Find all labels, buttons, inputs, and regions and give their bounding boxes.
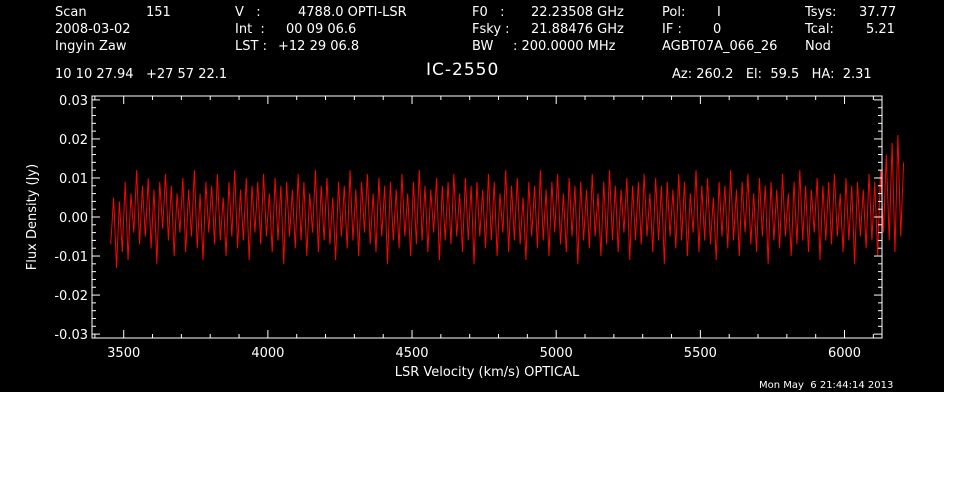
header-bw-label: BW xyxy=(472,39,494,54)
x-tick-label: 4500 xyxy=(395,346,428,361)
header-if-value: 0 xyxy=(713,22,722,37)
y-tick-label: -0.02 xyxy=(54,289,88,304)
header-tsys-label: Tsys: xyxy=(805,5,837,20)
header-if-label: IF : xyxy=(662,22,682,37)
x-axis-label: LSR Velocity (km/s) OPTICAL xyxy=(395,365,580,380)
header-fsky-value: 21.88476 GHz xyxy=(531,22,624,37)
y-axis-label: Flux Density (Jy) xyxy=(25,164,40,270)
header-pol-label: Pol: xyxy=(662,5,686,20)
header-bw-value: : 200.0000 MHz xyxy=(513,39,616,54)
header-int-value: 00 09 06.6 xyxy=(286,22,357,37)
y-tick-label: 0.03 xyxy=(59,94,88,109)
spectrum-series-line xyxy=(110,135,905,268)
y-tick-label: 0.02 xyxy=(59,133,88,148)
header-tsys-value: 37.77 xyxy=(859,5,897,20)
gbtidl-plot-panel: Scan 151 V : 4788.0 OPTI-LSR F0 : 22.23508 GH… xyxy=(0,0,944,392)
header-velocity-value: 4788.0 OPTI-LSR xyxy=(298,5,407,20)
header-lst-value: +12 29 06.8 xyxy=(278,39,360,54)
y-tick-label: -0.01 xyxy=(54,250,88,265)
pointing-info: Az: 260.2 El: 59.5 HA: 2.31 xyxy=(672,67,872,82)
source-name: IC-2550 xyxy=(426,60,500,80)
header-date: 2008-03-02 xyxy=(55,22,131,37)
header-tcal-value: 5.21 xyxy=(866,22,895,37)
x-tick-label: 4000 xyxy=(251,346,284,361)
header-int-label: Int : xyxy=(235,22,265,37)
x-tick-label: 3500 xyxy=(107,346,140,361)
header-lst-label: LST : xyxy=(235,39,267,54)
source-coordinates: 10 10 27.94 +27 57 22.1 xyxy=(55,67,228,82)
timestamp: Mon May 6 21:44:14 2013 xyxy=(759,380,894,391)
header-project-id: AGBT07A_066_26 xyxy=(662,39,778,54)
header-fsky-label: Fsky : xyxy=(472,22,510,37)
header-f0-value: 22.23508 GHz xyxy=(531,5,624,20)
header-f0-label: F0 : xyxy=(472,5,505,20)
header-observer: Ingyin Zaw xyxy=(55,39,127,54)
x-tick-label: 5000 xyxy=(540,346,573,361)
header-velocity-label: V : xyxy=(235,5,261,20)
header-tcal-label: Tcal: xyxy=(805,22,834,37)
y-tick-label: -0.03 xyxy=(54,328,88,343)
header-pol-value: I xyxy=(717,5,721,20)
y-tick-label: 0.01 xyxy=(59,172,88,187)
spectrum-chart: 3500 4000 4500 5000 5500 6000 -0.03 -0.02 -0.01 0… xyxy=(25,94,905,380)
header-proc-value: Nod xyxy=(805,39,831,54)
y-tick-label: 0.00 xyxy=(59,211,88,226)
header-scan-label: Scan xyxy=(55,5,87,20)
header-scan-number: 151 xyxy=(146,5,171,20)
x-tick-label: 6000 xyxy=(828,346,861,361)
x-tick-label: 5500 xyxy=(684,346,717,361)
